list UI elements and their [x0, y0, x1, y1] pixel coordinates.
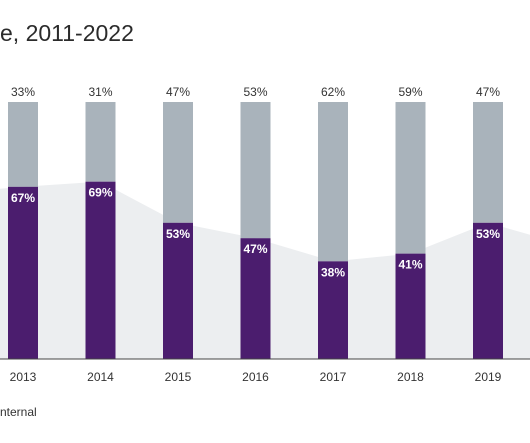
labels-group: 33% 67% 2013 31% 69% 2014 47% 53% 2015 53% 47% 2016…: [10, 85, 502, 384]
bar-segment-gray: [8, 102, 38, 187]
bar-segment-purple: [8, 186, 38, 359]
x-tick-label: 2018: [397, 370, 424, 384]
bar-segment-gray: [395, 102, 426, 254]
bottom-value-label: 67%: [11, 191, 35, 205]
bar-segment-gray: [473, 102, 503, 223]
bottom-value-label: 69%: [88, 186, 112, 200]
top-value-label: 59%: [398, 85, 422, 99]
bottom-value-label: 53%: [476, 227, 500, 241]
bar-segment-purple: [85, 181, 116, 359]
top-value-label: 53%: [243, 85, 267, 99]
x-tick-label: 2017: [320, 370, 347, 384]
bar-segment-purple: [473, 222, 503, 359]
x-tick-label: 2019: [475, 370, 502, 384]
bar-segment-purple: [240, 238, 271, 359]
x-tick-label: 2013: [10, 370, 37, 384]
bar-segment-gray: [318, 102, 348, 262]
bar-segment-purple: [163, 222, 193, 359]
top-value-label: 33%: [11, 85, 35, 99]
x-tick-label: 2016: [242, 370, 269, 384]
top-value-label: 47%: [166, 85, 190, 99]
bar-segment-purple: [395, 253, 426, 359]
bar-segment-gray: [163, 102, 193, 223]
bars-group: [8, 102, 503, 359]
legend-text: nternal: [0, 405, 37, 419]
chart-title: e, 2011-2022: [0, 20, 134, 46]
x-tick-label: 2015: [165, 370, 192, 384]
bottom-value-label: 47%: [243, 242, 267, 256]
bottom-value-label: 38%: [321, 265, 345, 279]
bottom-value-label: 41%: [398, 258, 422, 272]
bottom-value-label: 53%: [166, 227, 190, 241]
bar-segment-gray: [240, 102, 271, 239]
x-tick-label: 2014: [87, 370, 114, 384]
top-value-label: 47%: [476, 85, 500, 99]
top-value-label: 31%: [88, 85, 112, 99]
bar-segment-purple: [318, 261, 348, 359]
bar-segment-gray: [85, 102, 116, 182]
top-value-label: 62%: [321, 85, 345, 99]
